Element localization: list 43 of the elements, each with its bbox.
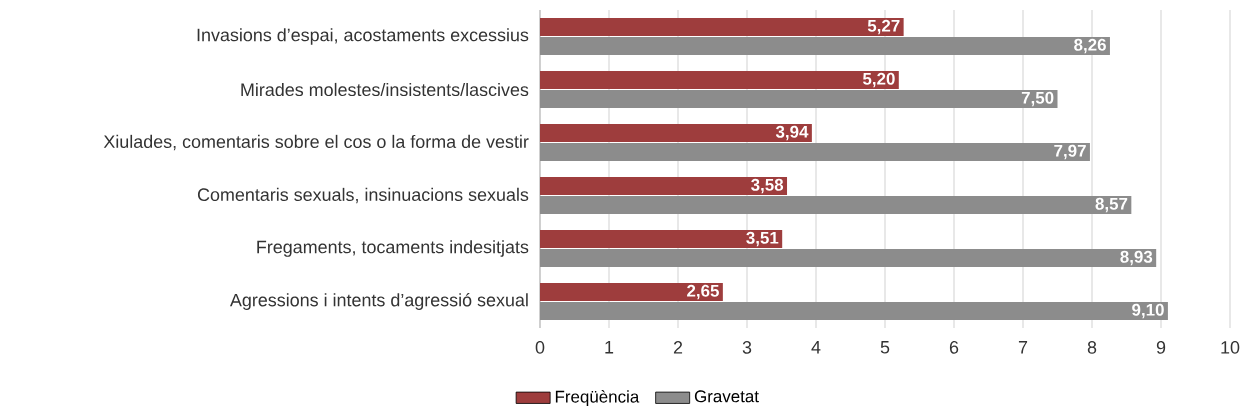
data-label: 9,10	[1132, 303, 1164, 319]
x-tick-label: 6	[949, 341, 959, 354]
x-tick-label: 8	[1087, 341, 1097, 354]
legend-label: Freqüència	[555, 390, 640, 407]
data-label: 3,94	[775, 125, 809, 141]
y-tick-label: Agressions i intents d’agressió sexual	[229, 293, 528, 310]
data-label: 8,26	[1074, 38, 1106, 54]
bar	[540, 302, 1168, 320]
bar	[540, 18, 904, 36]
x-tick-label: 0	[535, 341, 545, 354]
bar	[540, 71, 899, 89]
bar	[540, 143, 1090, 161]
bar	[540, 249, 1157, 267]
bar	[540, 124, 812, 142]
x-tick-label: 10	[1221, 341, 1240, 354]
data-label: 5,27	[867, 19, 900, 35]
bar	[540, 90, 1058, 108]
x-tick-label: 2	[673, 341, 683, 354]
x-tick-label: 1	[605, 341, 614, 354]
data-label: 8,57	[1095, 197, 1128, 213]
bar	[540, 283, 723, 301]
x-tick-label: 3	[742, 341, 752, 354]
y-tick-label: Fregaments, tocaments indesitjats	[257, 240, 529, 257]
bar	[540, 37, 1110, 55]
y-tick-label: Invasions d’espai, acostaments excessius	[197, 28, 529, 45]
y-tick-label: Comentaris sexuals, insinuacions sexuals	[197, 187, 529, 204]
bar	[540, 230, 783, 248]
x-tick-label: 9	[1156, 341, 1166, 354]
legend-label: Gravetat	[694, 390, 759, 403]
data-label: 7,50	[1021, 91, 1054, 107]
data-label: 2,65	[687, 284, 719, 300]
x-tick-label: 5	[880, 341, 890, 354]
data-label: 8,93	[1120, 250, 1153, 266]
x-tick-label: 4	[811, 341, 821, 354]
bar	[540, 196, 1132, 214]
y-tick-label: Xiulades, comentaris sobre el cos o la forma de vestir	[103, 134, 529, 151]
bar	[540, 177, 788, 195]
x-tick-label: 7	[1018, 341, 1028, 354]
data-label: 3,51	[746, 231, 779, 247]
data-label: 3,58	[751, 178, 784, 194]
y-tick-label: Mirades molestes/insistents/lascives	[241, 82, 529, 97]
data-label: 5,20	[862, 72, 895, 88]
data-label: 7,97	[1054, 144, 1086, 160]
